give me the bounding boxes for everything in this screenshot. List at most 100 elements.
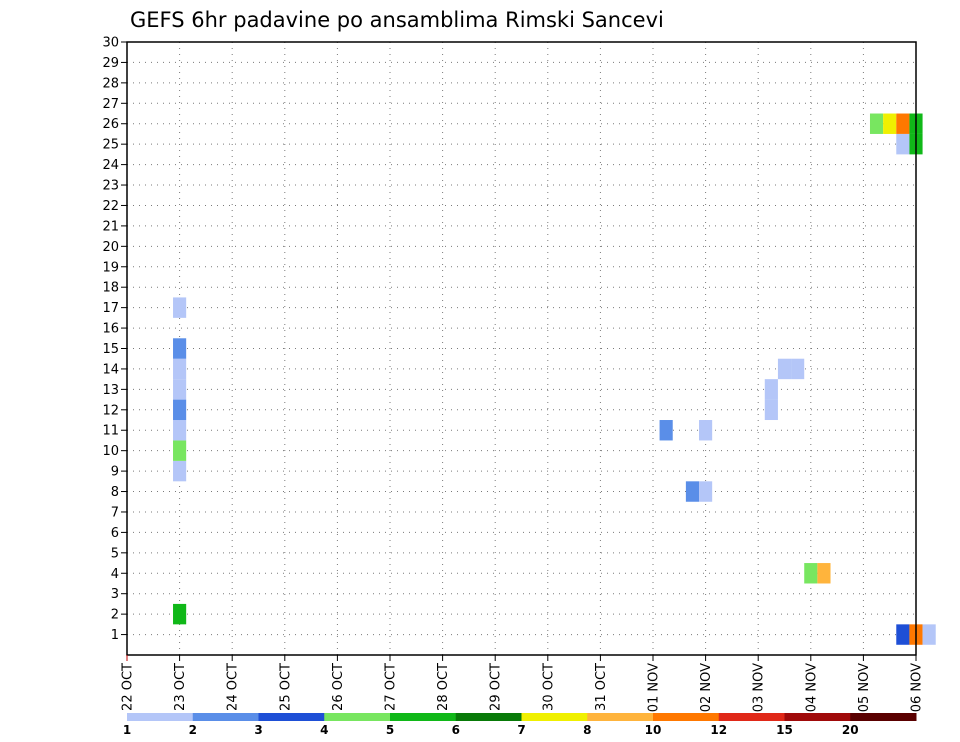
heatmap-cell: [173, 358, 187, 380]
y-tick-label: 7: [111, 505, 119, 520]
y-tick-label: 12: [102, 403, 119, 418]
heatmap-cells: [173, 113, 936, 645]
legend-swatch: [324, 713, 391, 721]
y-tick-label: 13: [102, 383, 119, 398]
y-tick-label: 3: [111, 587, 119, 602]
x-tick-label: 25 OCT: [278, 663, 293, 711]
y-tick-label: 18: [102, 281, 119, 296]
legend-label: 2: [189, 723, 197, 737]
y-tick-label: 9: [111, 465, 119, 480]
y-tick-label: 21: [102, 219, 119, 234]
plot-frame: [126, 41, 917, 656]
x-axis: 22 OCT 23 OCT 24 OCT 25 OCT 26 OCT 27 OCT 28 O…: [121, 655, 925, 712]
legend-label: 3: [254, 723, 262, 737]
legend-label: 5: [386, 723, 394, 737]
legend-swatch: [587, 713, 654, 721]
y-tick-label: 27: [102, 97, 119, 112]
grid-lines: [126, 41, 917, 655]
x-tick-label: 29 OCT: [489, 663, 504, 711]
x-tick-label: 04 NOV: [804, 663, 819, 712]
heatmap-cell: [896, 113, 910, 134]
y-axis: 1234567891011121314151617181920212223242…: [102, 36, 127, 643]
x-tick-label: 06 NOV: [910, 663, 925, 712]
heatmap-cell: [922, 624, 936, 645]
x-tick-label: 28 OCT: [436, 663, 451, 711]
legend-swatch: [258, 713, 325, 721]
heatmap-cell: [777, 358, 792, 380]
heatmap-cell: [173, 338, 187, 359]
heatmap-cell: [883, 113, 897, 134]
legend-swatch: [455, 713, 522, 721]
x-tick-label: 27 OCT: [384, 663, 399, 711]
chart-title: GEFS 6hr padavine po ansamblima Rimski S…: [130, 8, 664, 32]
y-tick-label: 14: [102, 362, 119, 377]
y-tick-label: 8: [111, 485, 119, 500]
y-tick-label: 10: [102, 444, 119, 459]
heatmap-cell: [173, 420, 187, 441]
heatmap-cell: [173, 379, 187, 400]
legend-label: 15: [776, 723, 793, 737]
y-tick-label: 1: [111, 628, 119, 643]
legend-swatch: [653, 713, 720, 721]
heatmap-cell: [896, 624, 910, 645]
y-tick-label: 20: [102, 240, 119, 255]
y-tick-label: 5: [111, 546, 119, 561]
heatmap-cell: [896, 133, 910, 155]
y-tick-label: 4: [111, 567, 119, 582]
x-tick-label: 31 OCT: [594, 663, 609, 711]
y-tick-label: 26: [102, 117, 119, 132]
heatmap-cell: [685, 481, 700, 502]
legend-label: 4: [320, 723, 328, 737]
y-tick-label: 19: [102, 260, 119, 275]
legend-swatch: [390, 713, 457, 721]
x-tick-label: 26 OCT: [331, 663, 346, 711]
y-tick-label: 28: [102, 76, 119, 91]
heatmap-cell: [791, 358, 805, 380]
y-tick-label: 6: [111, 526, 119, 541]
heatmap-cell: [173, 603, 187, 625]
legend-label: 8: [583, 723, 591, 737]
x-tick-label: 05 NOV: [857, 663, 872, 712]
x-tick-label: 01 NOV: [647, 663, 662, 712]
legend-swatch: [192, 713, 259, 721]
y-tick-label: 25: [102, 138, 119, 153]
legend-label: 12: [710, 723, 727, 737]
y-tick-label: 24: [102, 158, 119, 173]
legend-swatch: [718, 713, 785, 721]
y-tick-label: 17: [102, 301, 119, 316]
legend-label: 1: [123, 723, 131, 737]
y-tick-label: 22: [102, 199, 119, 214]
y-tick-label: 16: [102, 322, 119, 337]
legend-swatch: [850, 713, 917, 721]
x-tick-label: 30 OCT: [541, 663, 556, 711]
heatmap-cell: [817, 563, 831, 584]
legend-label: 10: [645, 723, 662, 737]
x-tick-label: 03 NOV: [752, 663, 767, 712]
legend-swatch: [521, 713, 588, 721]
heatmap-cell: [699, 481, 713, 502]
y-tick-label: 2: [111, 608, 119, 623]
x-tick-label: 22 OCT: [121, 663, 136, 711]
heatmap-cell: [173, 460, 187, 482]
legend-label: 6: [452, 723, 460, 737]
heatmap-cell: [173, 440, 187, 461]
heatmap-cell: [699, 420, 713, 441]
y-tick-label: 11: [102, 424, 119, 439]
heatmap-cell: [173, 297, 187, 318]
heatmap-cell: [804, 563, 818, 584]
legend-label: 20: [842, 723, 859, 737]
y-tick-label: 23: [102, 179, 119, 194]
x-tick-label: 23 OCT: [173, 663, 188, 711]
y-tick-label: 30: [102, 36, 119, 51]
heatmap-cell: [869, 113, 884, 134]
legend-label: 7: [517, 723, 525, 737]
x-tick-label: 02 NOV: [699, 663, 714, 712]
heatmap-cell: [764, 399, 778, 421]
legend-swatch: [784, 713, 851, 721]
heatmap-cell: [173, 399, 187, 421]
color-legend: 1 2 3 4 5 6 7 8 10 12 15 20: [123, 713, 917, 737]
x-tick-label: 24 OCT: [226, 663, 241, 711]
legend-swatch: [127, 713, 194, 721]
y-tick-label: 29: [102, 56, 119, 71]
